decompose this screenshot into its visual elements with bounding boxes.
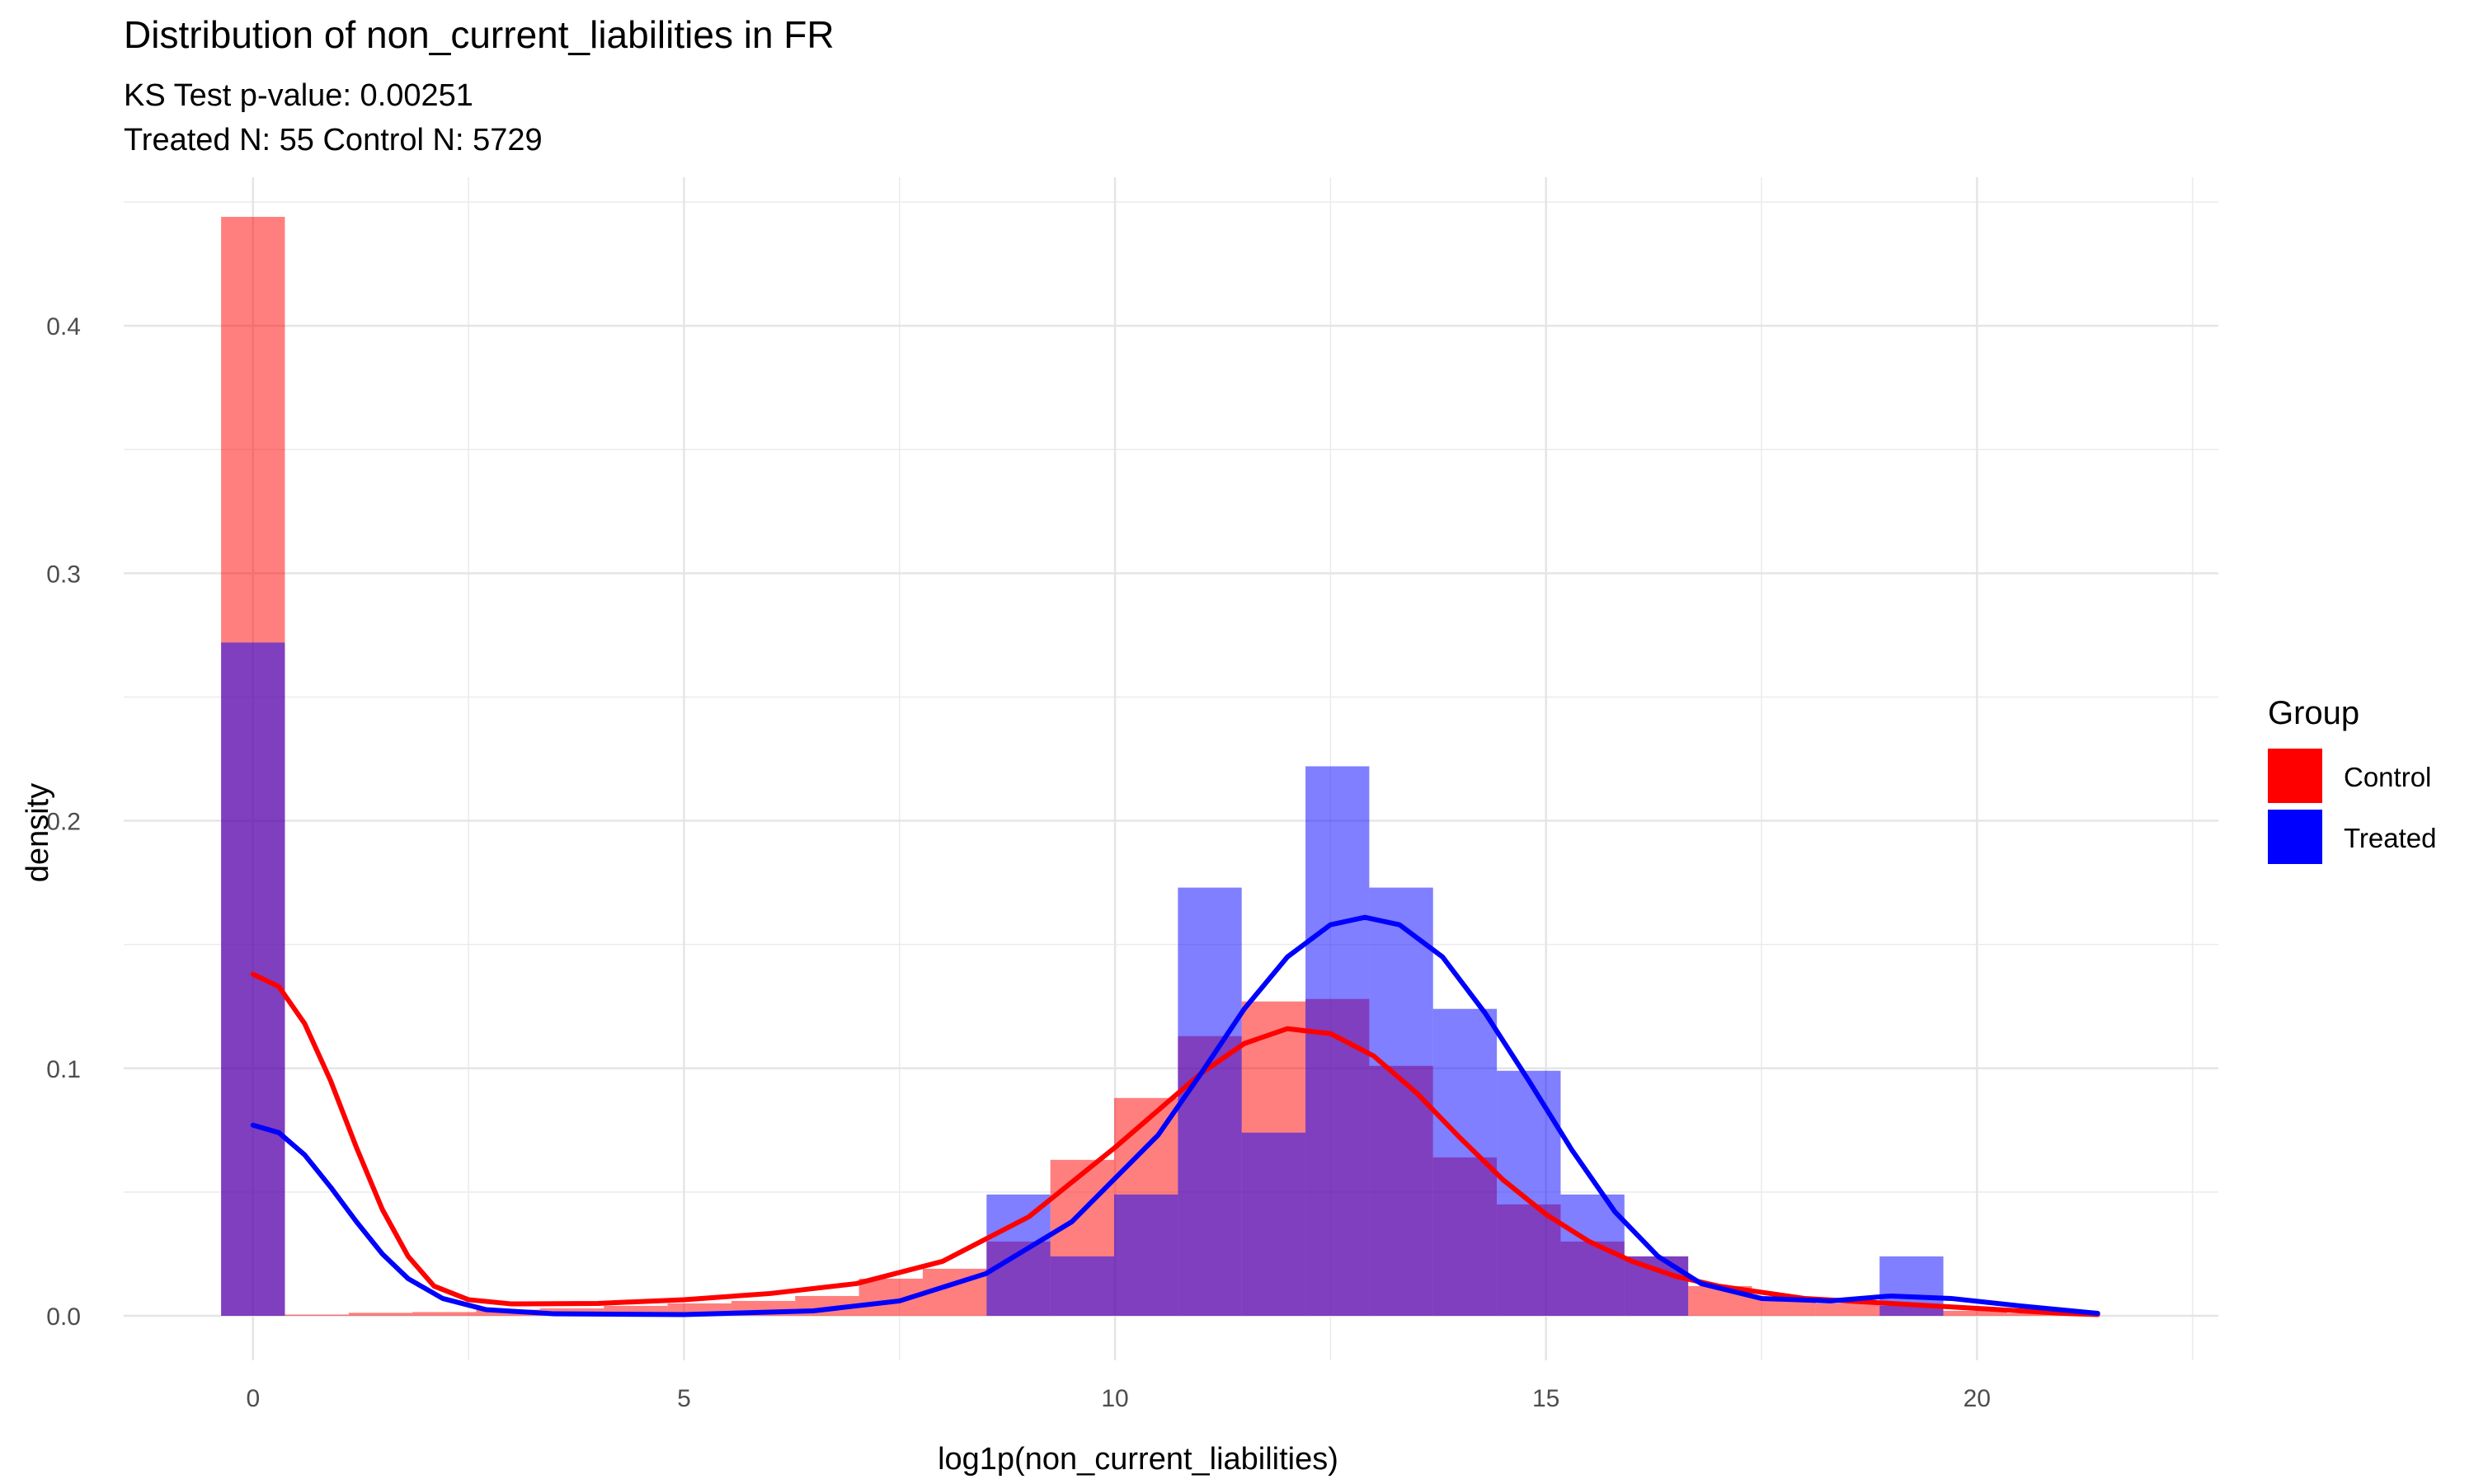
bar-control [285, 1314, 349, 1316]
bar-treated [1305, 766, 1370, 1316]
bars-treated [221, 642, 1944, 1316]
chart-title: Distribution of non_current_liabilities … [124, 13, 835, 56]
bar-control [1752, 1298, 1816, 1316]
bar-treated [221, 642, 285, 1316]
bar-control [2006, 1313, 2072, 1316]
y-tick-label: 0.3 [46, 561, 81, 588]
bar-control [412, 1312, 477, 1316]
y-axis: 0.0 0.1 0.2 0.3 0.4 [46, 313, 81, 1331]
bar-treated [1178, 887, 1242, 1316]
plot-panel [124, 177, 2218, 1360]
bar-treated [1497, 1070, 1561, 1316]
y-tick-label: 0.2 [46, 809, 81, 836]
x-tick-label: 10 [1101, 1385, 1128, 1412]
density-lines [250, 914, 2100, 1317]
y-tick-label: 0.1 [46, 1056, 81, 1083]
bar-treated [1114, 1194, 1178, 1316]
bar-treated [1241, 1132, 1306, 1316]
x-axis-label: log1p(non_current_liabilities) [938, 1442, 1338, 1477]
legend-label-treated: Treated [2344, 823, 2437, 853]
x-tick-label: 20 [1964, 1385, 1991, 1412]
x-tick-label: 15 [1532, 1385, 1559, 1412]
legend: Group Control Treated [2268, 695, 2437, 864]
bar-treated [1050, 1256, 1115, 1316]
chart-subtitle-line1: KS Test p-value: 0.00251 [124, 78, 473, 113]
legend-key-control [2268, 749, 2322, 803]
y-tick-label: 0.0 [46, 1303, 81, 1331]
bar-control [1815, 1303, 1880, 1316]
y-axis-label: density [21, 783, 55, 882]
legend-key-treated [2268, 810, 2322, 864]
bar-control [1943, 1310, 2007, 1316]
legend-title: Group [2268, 695, 2359, 731]
y-tick-label: 0.4 [46, 313, 81, 340]
density-line-treated [250, 914, 2100, 1317]
bar-control [348, 1313, 413, 1316]
x-tick-label: 0 [246, 1385, 260, 1412]
x-tick-label: 5 [677, 1385, 691, 1412]
x-axis: 0 5 10 15 20 [246, 1385, 1991, 1412]
chart-subtitle-line2: Treated N: 55 Control N: 5729 [124, 123, 543, 157]
bar-treated [1624, 1256, 1689, 1316]
legend-label-control: Control [2344, 762, 2431, 792]
